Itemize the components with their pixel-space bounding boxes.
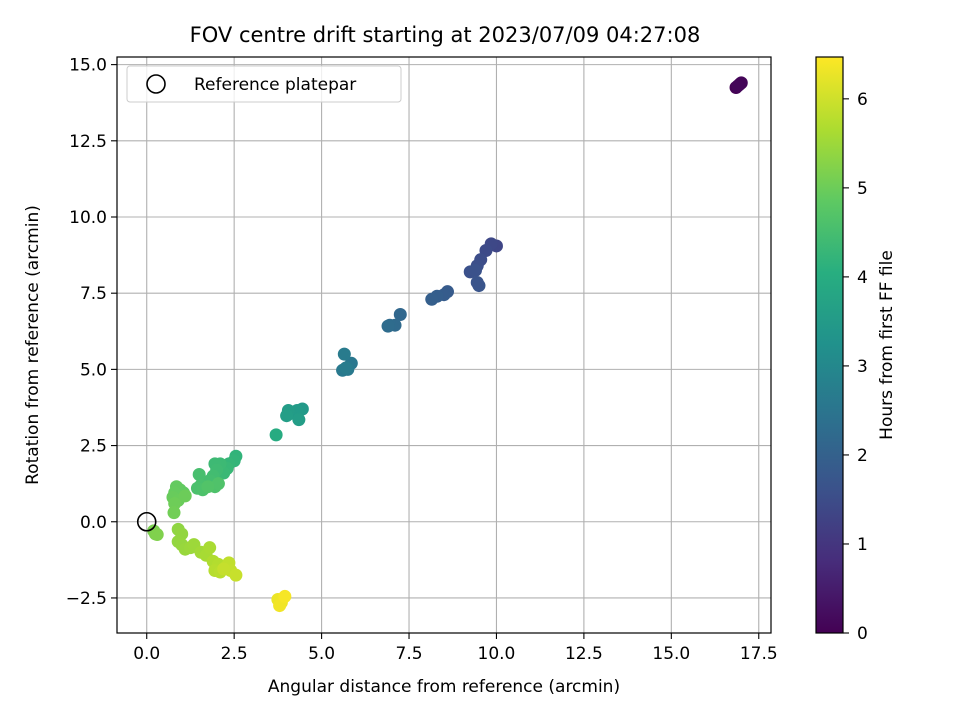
- data-point: [229, 568, 243, 582]
- data-point: [167, 506, 181, 520]
- colorbar-tick-label: 0: [857, 624, 868, 644]
- x-tick-label: 15.0: [652, 644, 690, 664]
- data-point: [217, 562, 231, 576]
- plot-area-frame: [116, 56, 772, 634]
- x-tick-label: 17.5: [740, 644, 778, 664]
- colorbar-tick-label: 6: [857, 90, 868, 110]
- x-axis-label: Angular distance from reference (arcmin): [268, 677, 620, 697]
- data-points: [147, 76, 748, 613]
- data-point: [201, 480, 215, 494]
- y-axis-label: Rotation from reference (arcmin): [23, 205, 43, 485]
- y-axis-ticks: −2.5 0.0 2.5 5.0 7.5 10.0 12.5 15.0: [66, 56, 117, 609]
- data-point: [278, 589, 292, 603]
- x-tick-label: 10.0: [478, 644, 516, 664]
- legend: Reference platepar: [126, 65, 402, 103]
- colorbar: 0 1 2 3 4 5 6 Hours from first FF file: [815, 56, 897, 644]
- y-tick-label: 15.0: [69, 56, 107, 76]
- data-point: [178, 489, 192, 503]
- data-point: [381, 319, 395, 333]
- colorbar-gradient: [816, 57, 843, 633]
- y-tick-label: 10.0: [69, 208, 107, 228]
- colorbar-ticks: 0 1 2 3 4 5 6: [843, 90, 868, 644]
- x-tick-label: 5.0: [308, 644, 335, 664]
- colorbar-tick-label: 4: [857, 268, 868, 288]
- data-point: [393, 308, 407, 322]
- y-tick-label: 2.5: [80, 437, 107, 457]
- chart-title: FOV centre drift starting at 2023/07/09 …: [190, 23, 701, 47]
- colorbar-tick-label: 3: [857, 357, 868, 377]
- x-tick-label: 12.5: [565, 644, 603, 664]
- data-point: [192, 468, 206, 482]
- data-point: [337, 347, 351, 361]
- y-tick-label: 7.5: [80, 284, 107, 304]
- colorbar-tick-label: 5: [857, 179, 868, 199]
- y-tick-label: 12.5: [69, 132, 107, 152]
- data-point: [468, 263, 482, 277]
- y-tick-label: 0.0: [80, 513, 107, 533]
- y-tick-label: 5.0: [80, 360, 107, 380]
- x-tick-label: 2.5: [221, 644, 248, 664]
- colorbar-tick-label: 2: [857, 446, 868, 466]
- data-point: [292, 413, 306, 427]
- data-point: [211, 477, 225, 491]
- reference-marker: [136, 511, 157, 532]
- legend-box: [126, 65, 402, 103]
- data-point: [339, 361, 353, 375]
- colorbar-frame: [815, 56, 844, 634]
- data-point: [150, 528, 164, 542]
- data-point: [269, 428, 283, 442]
- x-axis-ticks: 0.0 2.5 5.0 7.5 10.0 12.5 15.0 17.5: [133, 633, 778, 664]
- legend-marker-icon: [146, 74, 166, 94]
- data-point: [425, 292, 439, 306]
- colorbar-label: Hours from first FF file: [877, 250, 897, 440]
- data-point: [731, 79, 745, 93]
- x-tick-label: 0.0: [133, 644, 160, 664]
- colorbar-tick-label: 1: [857, 535, 868, 555]
- data-point: [470, 276, 484, 290]
- y-tick-label: −2.5: [66, 589, 107, 609]
- x-tick-label: 7.5: [396, 644, 423, 664]
- legend-entry-reference-platepar: Reference platepar: [194, 75, 356, 95]
- data-point: [203, 541, 217, 555]
- data-point: [280, 409, 294, 423]
